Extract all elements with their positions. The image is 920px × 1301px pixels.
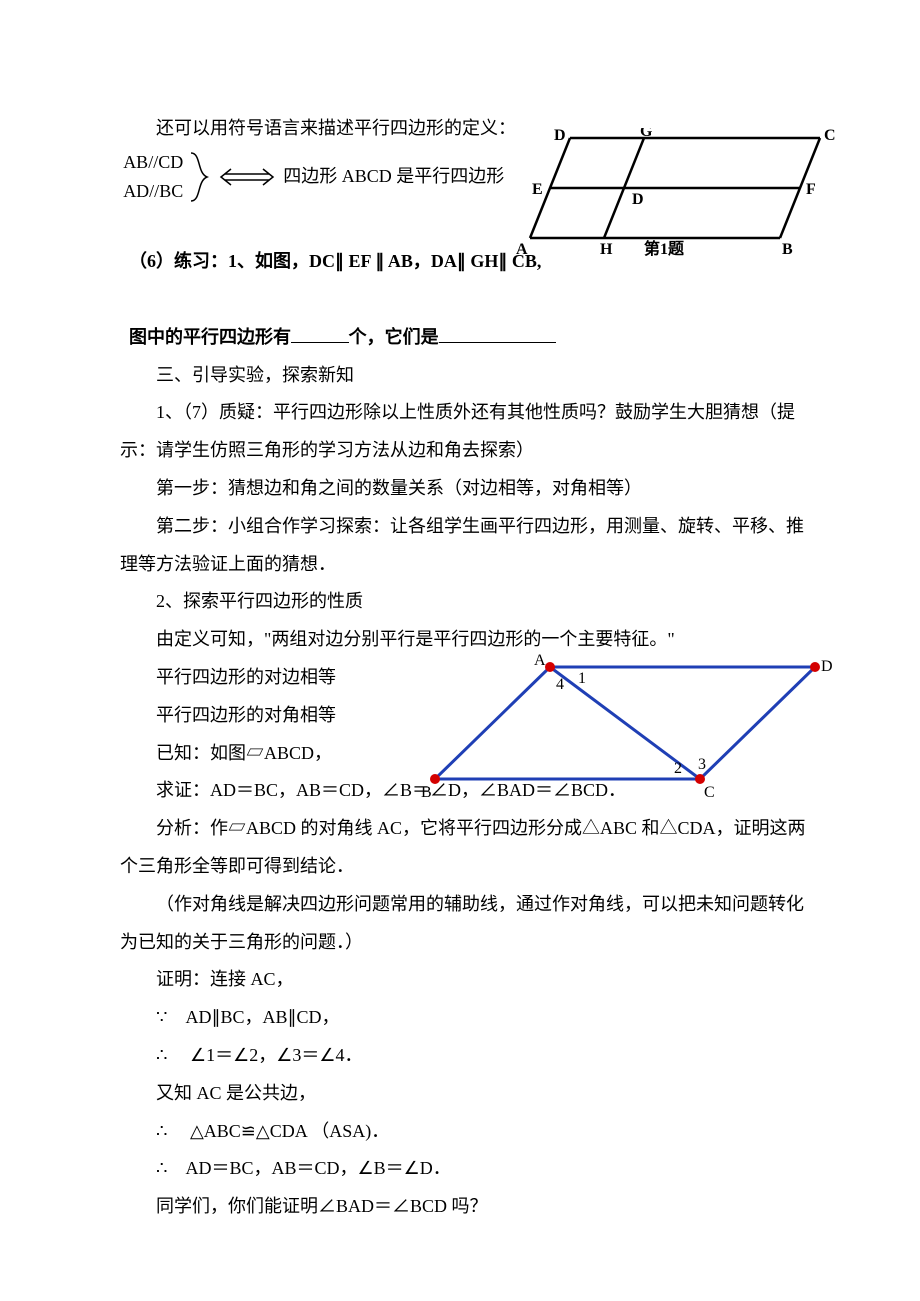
s3-note: （作对角线是解决四边形问题常用的辅助线，通过作对角线，可以把未知问题转化为已知的… xyxy=(120,886,810,962)
svg-text:F: F xyxy=(806,181,816,198)
svg-text:A: A xyxy=(534,652,546,669)
s3-pf1: ∵ AD∥BC，AB∥CD， xyxy=(120,999,810,1037)
svg-text:D: D xyxy=(554,128,566,144)
svg-text:C: C xyxy=(704,784,715,799)
s3-pf2: ∴ ∠1＝∠2，∠3＝∠4． xyxy=(120,1037,810,1075)
bi-arrow-icon xyxy=(217,167,277,187)
s3-pf5: ∴ AD＝BC，AB＝CD，∠B＝∠D． xyxy=(120,1150,810,1188)
s3-analysis: 分析：作▱ABCD 的对角线 AC，它将平行四边形分成△ABC 和△CDA，证明… xyxy=(120,810,810,886)
svg-text:D: D xyxy=(632,191,644,208)
svg-text:H: H xyxy=(600,241,613,258)
svg-text:3: 3 xyxy=(698,756,706,773)
svg-text:第1题: 第1题 xyxy=(644,239,685,258)
s3-step2: 第二步：小组合作学习探索：让各组学生画平行四边形，用测量、旋转、平移、推理等方法… xyxy=(120,508,810,584)
section-3-title: 三、引导实验，探索新知 xyxy=(120,357,810,395)
figure-2: A D B C 14 23 xyxy=(420,649,840,804)
symbol-definition-block: AB//CD AD//BC 四边形 ABCD 是平行四边形 ABCDEFGHD第… xyxy=(120,148,810,206)
figure-1: A B C D E F G H D 第1题 xyxy=(510,128,850,263)
s3-step1: 第一步：猜想边和角之间的数量关系（对边相等，对角相等） xyxy=(120,470,810,508)
s3-p2: 2、探索平行四边形的性质 xyxy=(120,583,810,621)
s3-proof-head: 证明：连接 AC， xyxy=(120,961,810,999)
svg-text:D: D xyxy=(821,658,833,675)
blank-count xyxy=(291,325,349,343)
ex6-lead: （6）练习：1、如图，DC∥ EF ∥ AB，DA∥ GH∥ xyxy=(129,251,512,271)
s3-pf3: 又知 AC 是公共边， xyxy=(120,1075,810,1113)
cond-ab-cd: AB//CD xyxy=(123,148,183,177)
s3-p1: 1、（7）质疑：平行四边形除以上性质外还有其他性质吗？鼓励学生大胆猜想（提示：请… xyxy=(120,394,810,470)
blank-list xyxy=(439,325,556,343)
result-text: 四边形 ABCD 是平行四边形 xyxy=(283,158,504,196)
s3-pf4: ∴ △ABC≌△CDA （ASA)． xyxy=(120,1113,810,1151)
svg-text:1: 1 xyxy=(578,670,586,687)
brace-icon xyxy=(189,149,211,205)
svg-text:B: B xyxy=(782,241,793,258)
svg-text:G: G xyxy=(640,128,653,140)
ex6-part-b: 个，它们是 xyxy=(349,327,439,347)
ex6-part-a: 图中的平行四边形有 xyxy=(129,327,291,347)
svg-text:B: B xyxy=(421,784,432,799)
s3-question: 同学们，你们能证明∠BAD＝∠BCD 吗？ xyxy=(120,1188,810,1226)
exercise-6-line2: 图中的平行四边形有 个，它们是 xyxy=(120,281,810,357)
svg-text:C: C xyxy=(824,128,836,144)
svg-text:4: 4 xyxy=(556,676,564,693)
svg-text:2: 2 xyxy=(674,760,682,777)
svg-text:E: E xyxy=(532,181,543,198)
svg-text:A: A xyxy=(516,241,528,258)
cond-ad-bc: AD//BC xyxy=(123,177,183,206)
